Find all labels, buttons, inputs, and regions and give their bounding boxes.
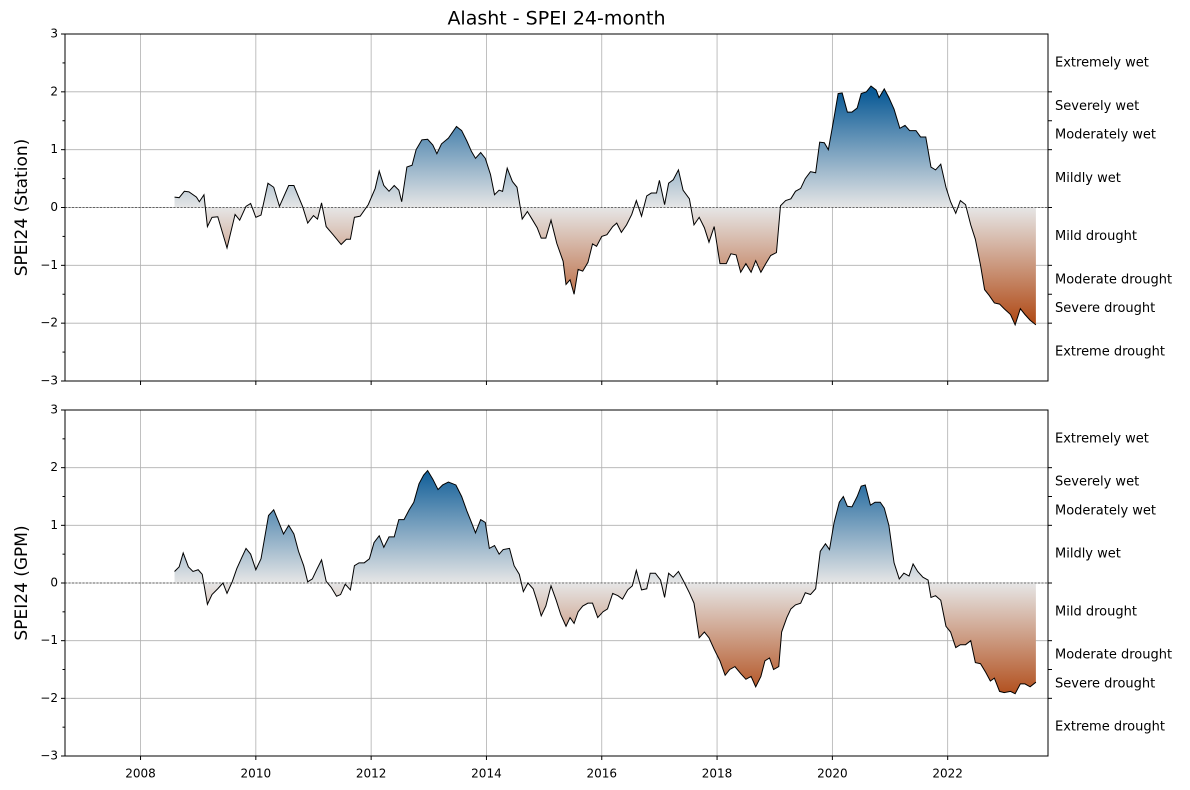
data-line	[174, 469, 1037, 695]
class-label: Extreme drought	[1055, 345, 1165, 360]
x-tick-label: 2018	[702, 767, 733, 781]
class-label: Mild drought	[1055, 604, 1137, 619]
class-label: Mildly wet	[1055, 171, 1121, 186]
y-tick-label: −3	[40, 749, 58, 763]
class-label: Mildly wet	[1055, 547, 1121, 562]
x-tick-label: 2014	[471, 767, 502, 781]
y-tick-label: −3	[40, 374, 58, 388]
y-tick-label: −2	[40, 691, 58, 705]
class-label: Extremely wet	[1055, 431, 1149, 446]
x-tick-label: 2012	[356, 767, 387, 781]
x-tick-label: 2020	[817, 767, 848, 781]
class-label: Severe drought	[1055, 676, 1155, 691]
x-tick-label: 2010	[241, 767, 272, 781]
class-label: Mild drought	[1055, 229, 1137, 244]
y-tick-label: −1	[40, 633, 58, 647]
class-label: Severely wet	[1055, 99, 1139, 114]
x-tick-label: 2008	[125, 767, 156, 781]
y-axis-label: SPEI24 (Station)	[12, 139, 32, 277]
y-tick-label: 2	[50, 460, 58, 474]
class-label: Severely wet	[1055, 475, 1139, 490]
x-tick-label: 2022	[932, 767, 963, 781]
y-tick-label: 0	[50, 576, 58, 590]
class-label: Extreme drought	[1055, 720, 1165, 735]
y-tick-label: 2	[50, 84, 58, 98]
area-fill	[174, 470, 1036, 694]
y-tick-label: 3	[50, 27, 58, 41]
y-tick-label: 0	[50, 200, 58, 214]
y-axis-label: SPEI24 (GPM)	[12, 525, 32, 640]
x-tick-label: 2016	[586, 767, 617, 781]
class-label: Moderate drought	[1055, 648, 1172, 663]
class-label: Moderately wet	[1055, 128, 1156, 143]
class-label: Moderately wet	[1055, 503, 1156, 518]
chart-title: Alasht - SPEI 24-month	[447, 8, 665, 30]
y-tick-label: −2	[40, 316, 58, 330]
area-fill	[174, 86, 1036, 325]
class-label: Moderate drought	[1055, 272, 1172, 287]
y-tick-label: 1	[50, 518, 58, 532]
class-label: Severe drought	[1055, 301, 1155, 316]
y-tick-label: 1	[50, 142, 58, 156]
y-tick-label: 3	[50, 403, 58, 417]
data-line	[174, 85, 1037, 327]
y-tick-label: −1	[40, 258, 58, 272]
class-label: Extremely wet	[1055, 55, 1149, 70]
